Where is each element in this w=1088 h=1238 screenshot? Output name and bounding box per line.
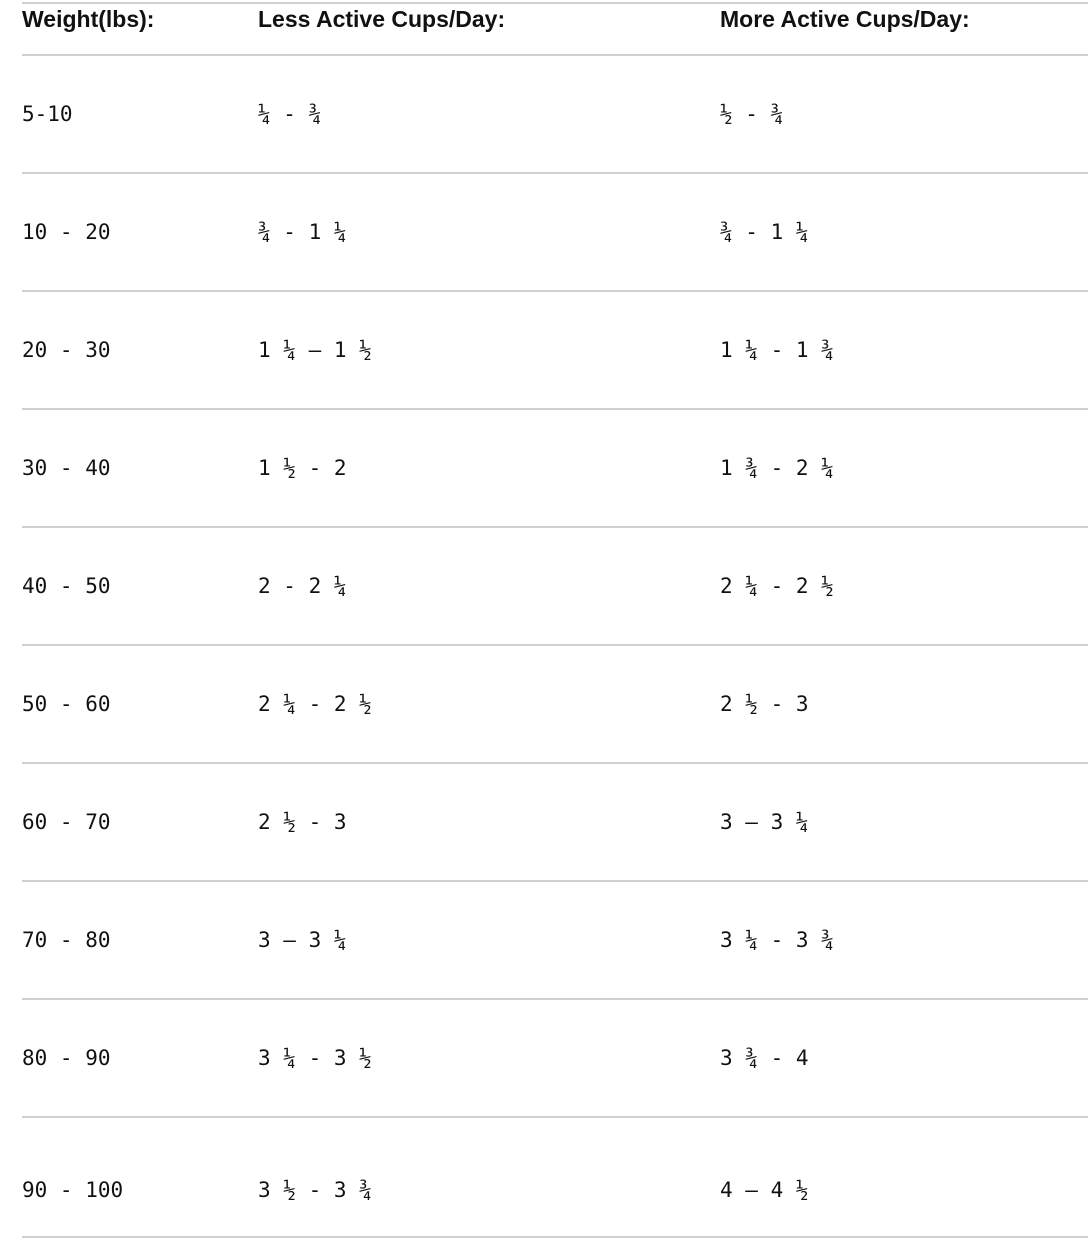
header-weight: Weight(lbs): [22, 4, 258, 56]
top-divider [22, 2, 1088, 4]
cell-more-active: 2 ¼ - 2 ½ [720, 527, 1088, 646]
cell-less-active: 2 ¼ - 2 ½ [258, 645, 720, 764]
cell-weight: 5-10 [22, 55, 258, 174]
cell-less-active: 3 ¼ - 3 ½ [258, 999, 720, 1118]
cell-more-active: 3 ¼ - 3 ¾ [720, 881, 1088, 1000]
cell-less-active: 1 ½ - 2 [258, 409, 720, 528]
cell-more-active: 3 ¾ - 4 [720, 999, 1088, 1118]
header-row: Weight(lbs): Less Active Cups/Day: More … [22, 4, 1088, 56]
cell-weight: 60 - 70 [22, 763, 258, 882]
cell-weight: 50 - 60 [22, 645, 258, 764]
cell-weight: 70 - 80 [22, 881, 258, 1000]
cell-weight: 80 - 90 [22, 999, 258, 1118]
cell-weight: 90 - 100 [22, 1117, 258, 1238]
cell-weight: 20 - 30 [22, 291, 258, 410]
feeding-table: Weight(lbs): Less Active Cups/Day: More … [22, 4, 1088, 1238]
cell-less-active: ¼ - ¾ [258, 55, 720, 174]
cell-weight: 10 - 20 [22, 173, 258, 292]
cell-less-active: 3 ½ - 3 ¾ [258, 1117, 720, 1238]
cell-less-active: ¾ - 1 ¼ [258, 173, 720, 292]
cell-weight: 40 - 50 [22, 527, 258, 646]
cell-less-active: 2 - 2 ¼ [258, 527, 720, 646]
cell-more-active: 4 – 4 ½ [720, 1117, 1088, 1238]
cell-more-active: 1 ¼ - 1 ¾ [720, 291, 1088, 410]
cell-more-active: ½ - ¾ [720, 55, 1088, 174]
header-less-active: Less Active Cups/Day: [258, 4, 720, 56]
cell-more-active: 2 ½ - 3 [720, 645, 1088, 764]
cell-less-active: 3 – 3 ¼ [258, 881, 720, 1000]
cell-less-active: 1 ¼ – 1 ½ [258, 291, 720, 410]
header-more-active: More Active Cups/Day: [720, 4, 1088, 56]
cell-more-active: 1 ¾ - 2 ¼ [720, 409, 1088, 528]
cell-more-active: 3 – 3 ¼ [720, 763, 1088, 882]
cell-weight: 30 - 40 [22, 409, 258, 528]
cell-less-active: 2 ½ - 3 [258, 763, 720, 882]
cell-more-active: ¾ - 1 ¼ [720, 173, 1088, 292]
